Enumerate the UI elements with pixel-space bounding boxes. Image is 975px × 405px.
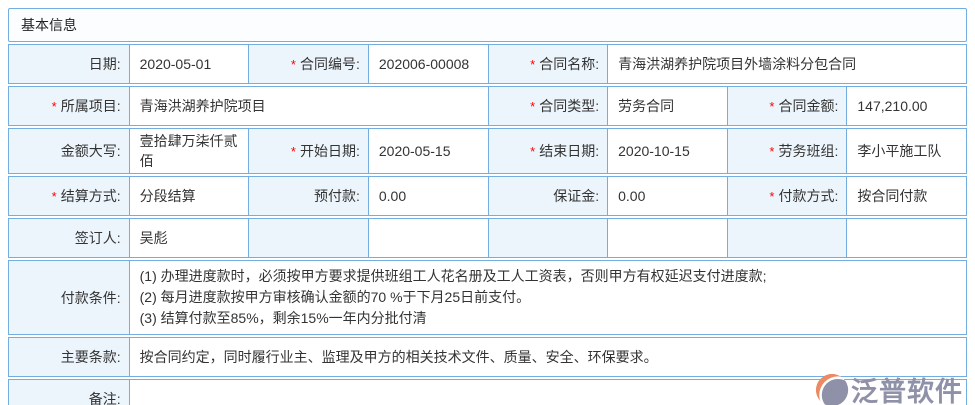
field-value-deposit: 0.00	[607, 177, 727, 215]
field-label-advance-payment: 预付款:	[248, 177, 368, 215]
field-label-payment-terms: 付款条件:	[9, 261, 129, 334]
field-label-end-date: * 结束日期:	[487, 129, 608, 173]
required-asterisk: *	[290, 56, 296, 72]
required-asterisk: *	[769, 188, 775, 204]
fanpu-logo-icon	[815, 373, 849, 405]
field-label-labor-team: * 劳务班组:	[726, 129, 847, 173]
field-label-contract-no-text: 合同编号:	[299, 56, 360, 72]
field-label-deposit: 保证金:	[487, 177, 608, 215]
form-row-3: 金额大写: 壹拾肆万柒仟贰佰 * 开始日期: 2020-05-15 * 结束日期…	[8, 128, 967, 174]
field-label-contract-amount: * 合同金额:	[726, 87, 847, 125]
field-label-amount-in-words: 金额大写:	[9, 129, 129, 173]
field-label-contract-type-text: 合同类型:	[539, 98, 600, 114]
field-label-payment-terms-text: 付款条件:	[60, 289, 121, 306]
form-row-5: 签订人: 吴彪	[8, 218, 967, 258]
field-value-contract-name: 青海洪湖养护院项目外墙涂料分包合同	[607, 45, 966, 83]
field-value-contract-type: 劳务合同	[607, 87, 727, 125]
form-row-4: * 结算方式: 分段结算 预付款: 0.00 保证金: 0.00 * 付款方式:…	[8, 176, 967, 216]
form-row-payment-terms: 付款条件: (1) 办理进度款时，必须按甲方要求提供班组工人花名册及工人工资表，…	[8, 260, 967, 335]
panel-title: 基本信息	[8, 8, 967, 42]
field-label-date-text: 日期:	[88, 56, 121, 72]
field-value-end-date: 2020-10-15	[607, 129, 727, 173]
form-row-main-clauses: 主要条款: 按合同约定，同时履行业主、监理及甲方的相关技术文件、质量、安全、环保…	[8, 337, 967, 377]
field-label-start-date-text: 开始日期:	[299, 143, 360, 159]
field-label-signer: 签订人:	[9, 219, 129, 257]
field-label-start-date: * 开始日期:	[248, 129, 368, 173]
field-label-amount-in-words-text: 金额大写:	[60, 143, 121, 159]
field-label-date: 日期:	[9, 45, 129, 83]
field-label-main-clauses: 主要条款:	[9, 338, 129, 376]
required-asterisk: *	[530, 143, 536, 159]
field-label-payment-method: * 付款方式:	[726, 177, 847, 215]
field-label-main-clauses-text: 主要条款:	[60, 349, 121, 365]
field-value-contract-amount: 147,210.00	[846, 87, 966, 125]
field-label-signer-text: 签订人:	[74, 230, 121, 246]
empty-value-cell	[607, 219, 727, 257]
required-asterisk: *	[51, 98, 57, 114]
payment-terms-line-2: (2) 每月进度款按甲方审核确认金额的70 %于下月25日前支付。	[139, 289, 531, 305]
field-label-remarks: 备注:	[9, 380, 129, 405]
required-asterisk: *	[769, 143, 775, 159]
field-value-project: 青海洪湖养护院项目	[128, 87, 488, 125]
required-asterisk: *	[290, 143, 296, 159]
field-label-contract-name-text: 合同名称:	[539, 56, 600, 72]
field-value-payment-terms: (1) 办理进度款时，必须按甲方要求提供班组工人花名册及工人工资表，否则甲方有权…	[128, 261, 966, 334]
field-label-remarks-text: 备注:	[88, 391, 121, 405]
field-label-contract-no: * 合同编号:	[248, 45, 368, 83]
field-label-settlement-method-text: 结算方式:	[60, 188, 121, 204]
brand-logo-row: 泛普软件	[815, 370, 963, 405]
field-value-settlement-method: 分段结算	[128, 177, 249, 215]
empty-label-cell	[726, 219, 847, 257]
required-asterisk: *	[530, 56, 536, 72]
required-asterisk: *	[51, 188, 57, 204]
field-label-project-text: 所属项目:	[60, 98, 121, 114]
field-value-amount-in-words: 壹拾肆万柒仟贰佰	[128, 129, 249, 173]
field-label-contract-name: * 合同名称:	[487, 45, 608, 83]
form-row-2: * 所属项目: 青海洪湖养护院项目 * 合同类型: 劳务合同 * 合同金额: 1…	[8, 86, 967, 126]
field-label-project: * 所属项目:	[9, 87, 129, 125]
field-value-contract-no: 202006-00008	[367, 45, 488, 83]
field-label-advance-payment-text: 预付款:	[313, 188, 360, 204]
payment-terms-lines: (1) 办理进度款时，必须按甲方要求提供班组工人花名册及工人工资表，否则甲方有权…	[140, 263, 767, 332]
field-value-labor-team: 李小平施工队	[846, 129, 966, 173]
field-label-contract-type: * 合同类型:	[487, 87, 608, 125]
required-asterisk: *	[530, 98, 536, 114]
basic-info-panel: 基本信息 日期: 2020-05-01 * 合同编号: 202006-00008…	[8, 8, 967, 405]
required-asterisk: *	[769, 98, 775, 114]
payment-terms-line-3: (3) 结算付款至85%，剩余15%一年内分批付清	[139, 310, 427, 326]
empty-label-cell	[248, 219, 368, 257]
field-value-date: 2020-05-01	[128, 45, 249, 83]
payment-terms-line-1: (1) 办理进度款时，必须按甲方要求提供班组工人花名册及工人工资表，否则甲方有权…	[139, 268, 767, 284]
field-value-main-clauses: 按合同约定，同时履行业主、监理及甲方的相关技术文件、质量、安全、环保要求。	[128, 338, 966, 376]
field-label-deposit-text: 保证金:	[553, 188, 600, 204]
empty-label-cell	[487, 219, 608, 257]
empty-value-cell	[846, 219, 966, 257]
field-label-payment-method-text: 付款方式:	[778, 188, 839, 204]
field-label-end-date-text: 结束日期:	[539, 143, 600, 159]
empty-value-cell	[367, 219, 488, 257]
field-value-signer: 吴彪	[128, 219, 249, 257]
brand-watermark: 泛普软件 www.fanpusoft.com	[815, 370, 963, 405]
field-label-labor-team-text: 劳务班组:	[778, 143, 839, 159]
field-label-settlement-method: * 结算方式:	[9, 177, 129, 215]
field-value-start-date: 2020-05-15	[367, 129, 488, 173]
field-value-advance-payment: 0.00	[367, 177, 488, 215]
panel-title-text: 基本信息	[21, 17, 77, 33]
field-label-contract-amount-text: 合同金额:	[778, 98, 839, 114]
form-row-1: 日期: 2020-05-01 * 合同编号: 202006-00008 * 合同…	[8, 44, 967, 84]
brand-name: 泛普软件	[851, 377, 963, 405]
field-value-payment-method: 按合同付款	[846, 177, 966, 215]
